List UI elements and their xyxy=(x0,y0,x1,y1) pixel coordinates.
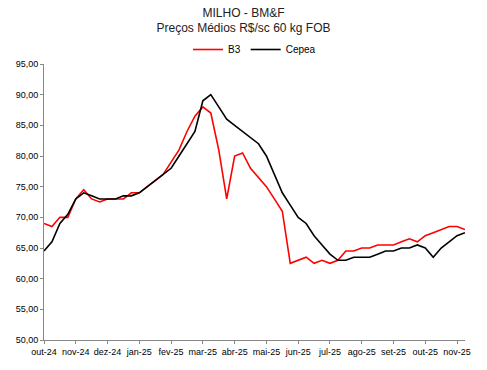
svg-text:MILHO - BM&FPreços Médios R$/s: MILHO - BM&FPreços Médios R$/sc 60 kg FO… xyxy=(156,6,330,36)
svg-text:nov-25: nov-25 xyxy=(443,347,471,357)
svg-text:Cepea: Cepea xyxy=(286,44,316,55)
svg-text:mar-25: mar-25 xyxy=(189,347,218,357)
svg-text:95,00: 95,00 xyxy=(16,59,39,69)
svg-text:fev-25: fev-25 xyxy=(159,347,184,357)
svg-text:B3: B3 xyxy=(228,44,241,55)
svg-text:nov-24: nov-24 xyxy=(62,347,90,357)
svg-text:85,00: 85,00 xyxy=(16,120,39,130)
svg-text:55,00: 55,00 xyxy=(16,304,39,314)
svg-text:90,00: 90,00 xyxy=(16,90,39,100)
svg-text:75,00: 75,00 xyxy=(16,182,39,192)
svg-text:jul-25: jul-25 xyxy=(318,347,341,357)
svg-text:jan-25: jan-25 xyxy=(126,347,152,357)
svg-text:mai-25: mai-25 xyxy=(253,347,281,357)
svg-text:70,00: 70,00 xyxy=(16,212,39,222)
svg-text:set-25: set-25 xyxy=(381,347,406,357)
svg-text:dez-24: dez-24 xyxy=(94,347,122,357)
svg-text:80,00: 80,00 xyxy=(16,151,39,161)
svg-text:ago-25: ago-25 xyxy=(348,347,376,357)
svg-text:65,00: 65,00 xyxy=(16,243,39,253)
svg-text:out-24: out-24 xyxy=(31,347,57,357)
svg-text:out-25: out-25 xyxy=(413,347,439,357)
svg-text:jun-25: jun-25 xyxy=(285,347,311,357)
svg-text:50,00: 50,00 xyxy=(16,335,39,345)
svg-text:abr-25: abr-25 xyxy=(222,347,248,357)
svg-text:60,00: 60,00 xyxy=(16,274,39,284)
